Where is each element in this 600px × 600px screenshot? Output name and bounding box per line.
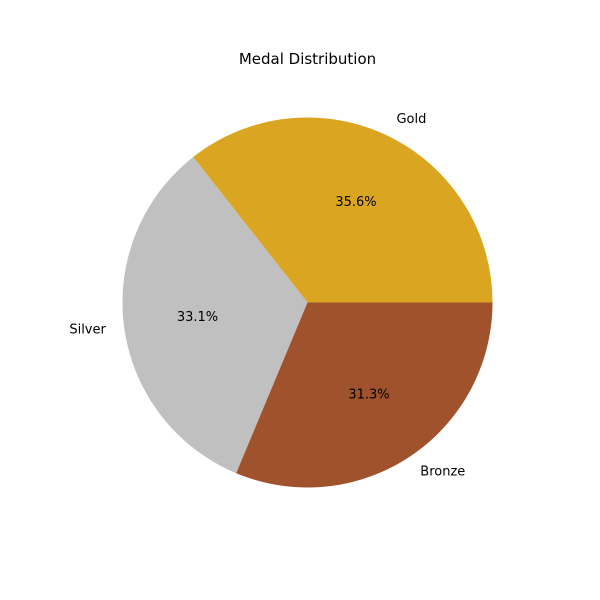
percent-label-gold: 35.6% xyxy=(335,195,376,210)
slice-label-gold: Gold xyxy=(396,112,426,127)
percent-label-silver: 33.1% xyxy=(177,310,218,325)
pie-slice-bronze xyxy=(236,302,493,488)
percent-label-bronze: 31.3% xyxy=(348,387,389,402)
chart-title: Medal Distribution xyxy=(239,50,376,68)
slice-label-silver: Silver xyxy=(69,322,106,337)
pie-slices xyxy=(122,117,493,488)
pie-labels: Gold 35.6% Silver 33.1% Bronze 31.3% xyxy=(69,112,465,479)
pie-slice-gold xyxy=(193,117,493,303)
pie-slice-silver xyxy=(122,157,308,474)
slice-label-bronze: Bronze xyxy=(420,464,465,479)
